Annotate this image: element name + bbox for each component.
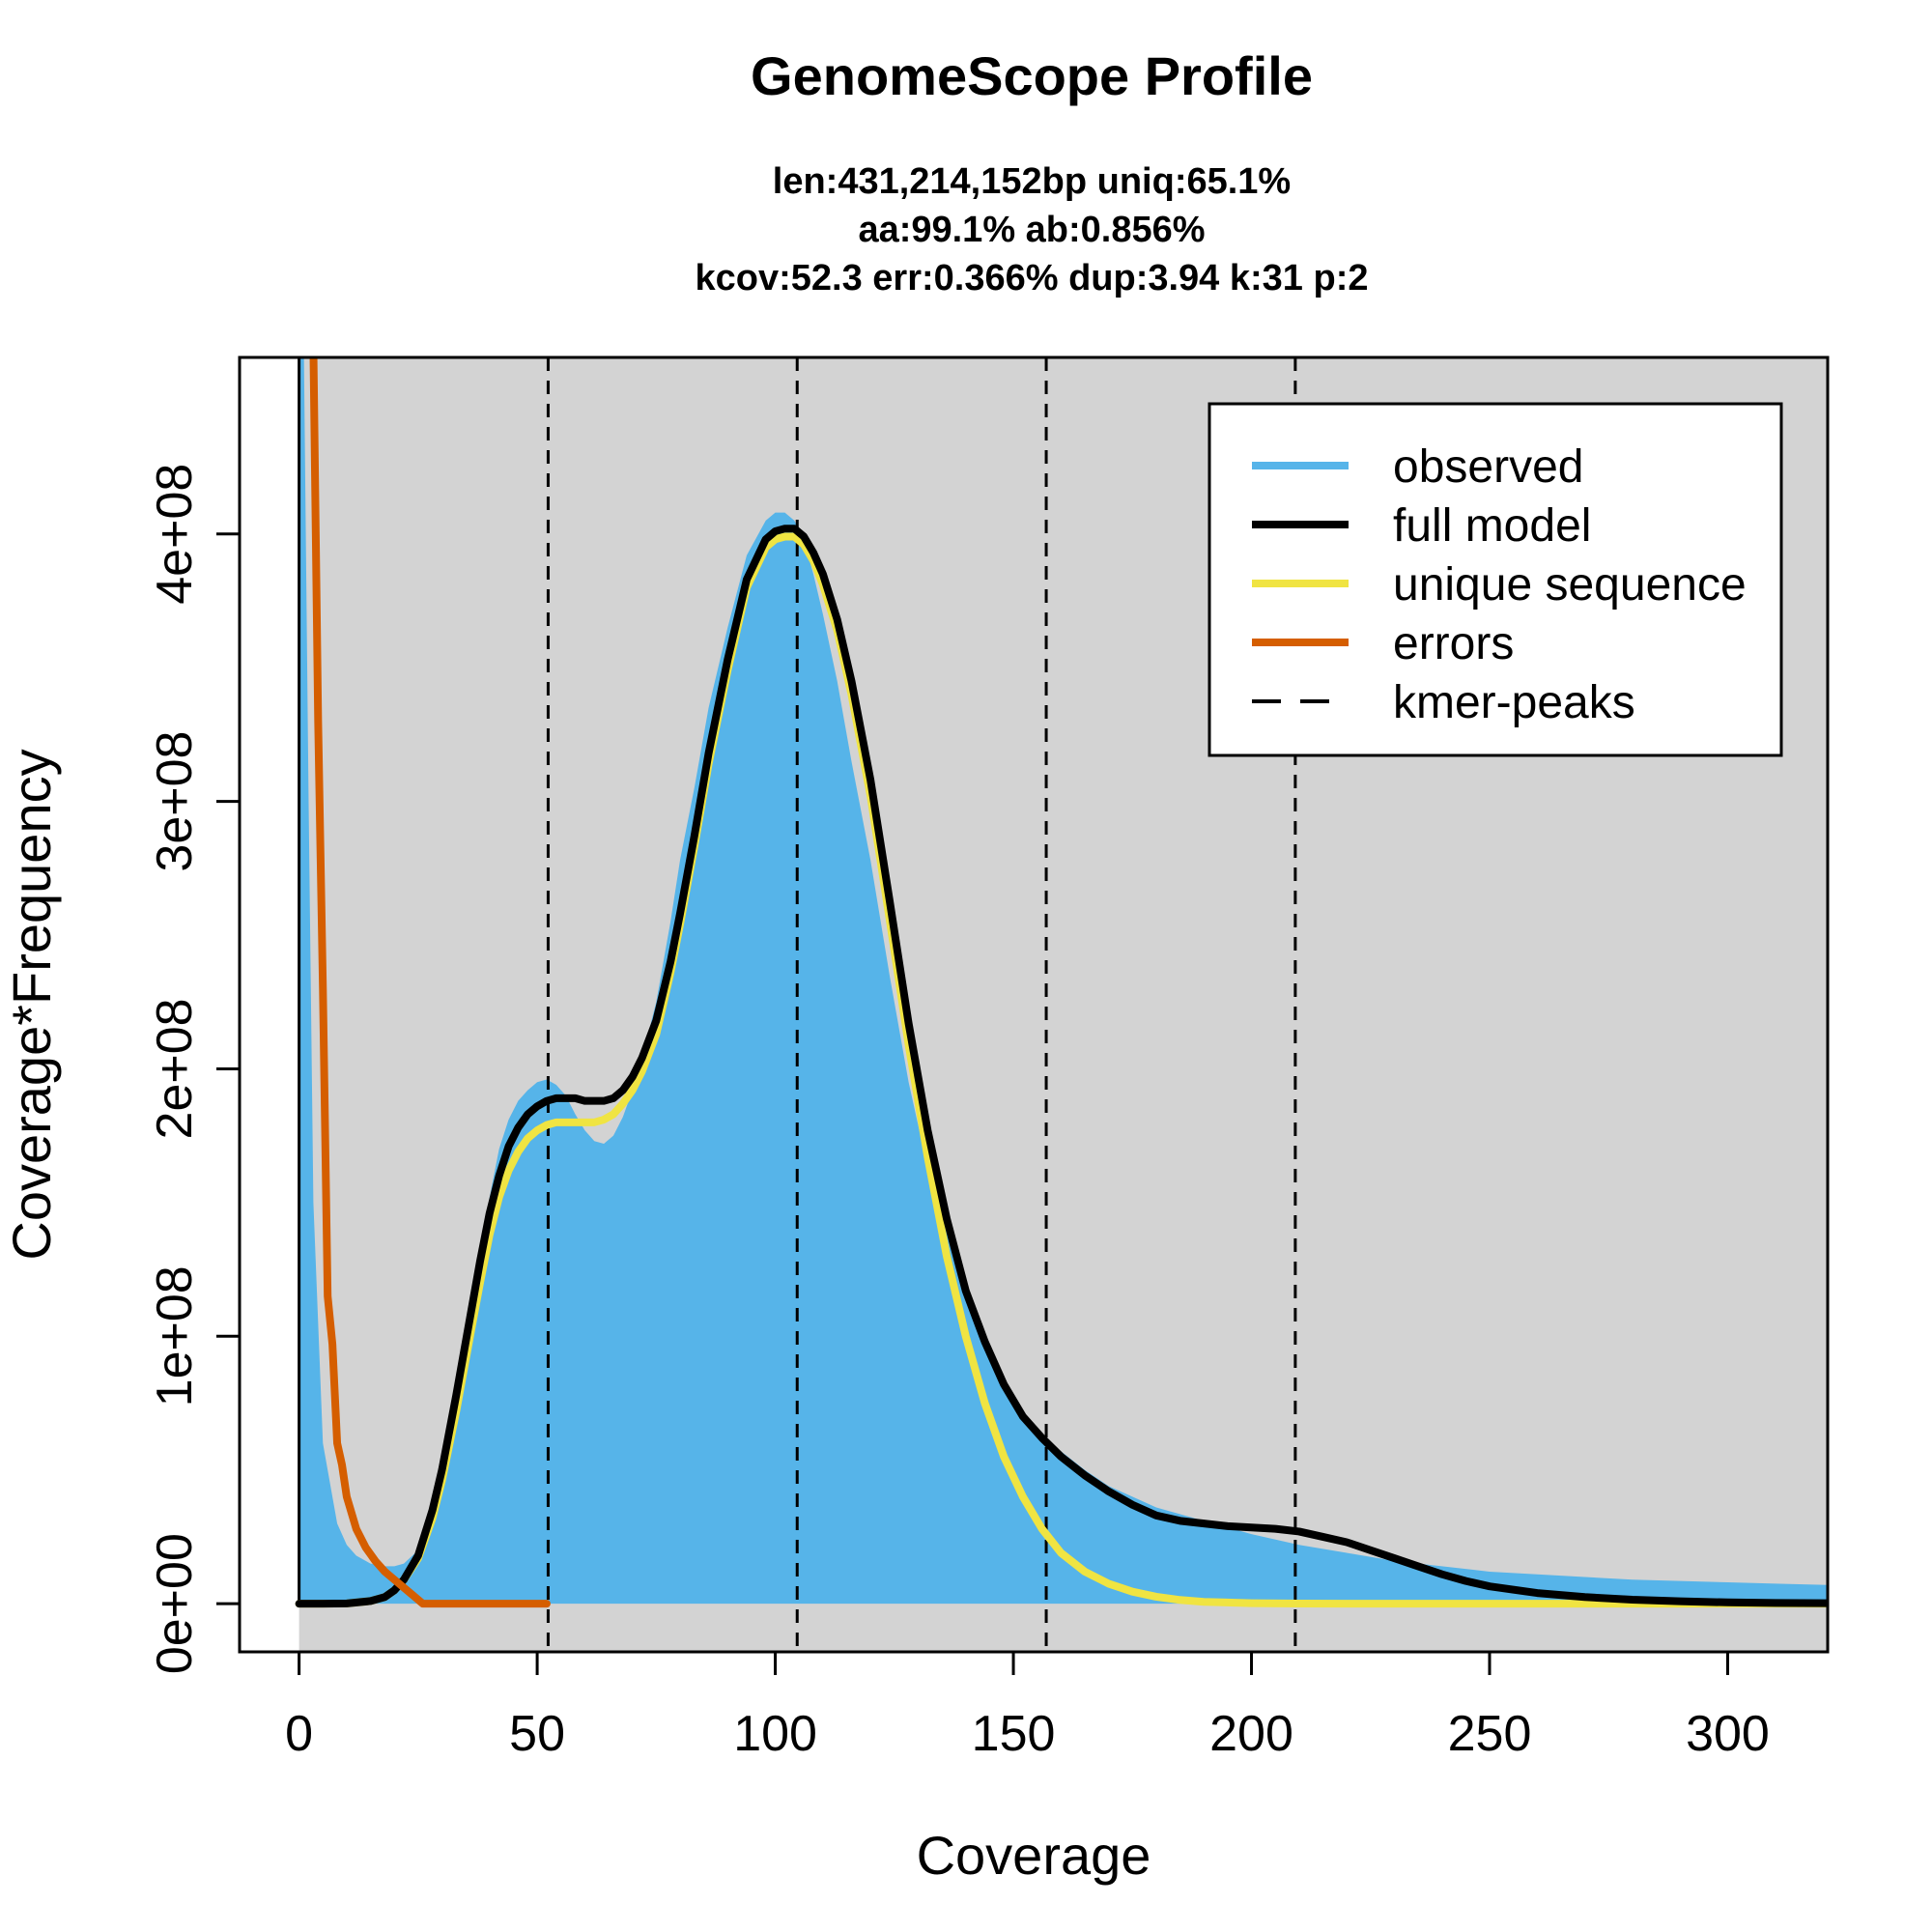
subtitle-line-2: aa:99.1% ab:0.856% — [858, 210, 1205, 250]
legend: observed full model unique sequence errors k… — [1208, 402, 1783, 757]
y-axis-title: Coverage*Frequency — [1, 749, 62, 1260]
legend-label: full model — [1393, 500, 1591, 552]
y-axis: 0e+00 1e+08 2e+08 3e+08 4e+08 — [147, 464, 242, 1674]
x-tick-label: 50 — [509, 1706, 565, 1762]
legend-label: kmer-peaks — [1393, 677, 1635, 728]
y-tick-label: 2e+08 — [147, 998, 203, 1139]
legend-label: errors — [1393, 618, 1514, 669]
x-tick-label: 0 — [285, 1706, 313, 1762]
y-tick-label: 1e+08 — [147, 1265, 203, 1406]
legend-label: observed — [1393, 441, 1583, 493]
y-tick-label: 0e+00 — [147, 1533, 203, 1674]
series-observed — [298, 357, 1828, 1605]
x-tick-label: 100 — [733, 1706, 817, 1762]
x-axis-title: Coverage — [917, 1825, 1151, 1886]
x-tick-label: 150 — [972, 1706, 1056, 1762]
y-tick-label: 3e+08 — [147, 731, 203, 872]
subtitle-line-3: kcov:52.3 err:0.366% dup:3.94 k:31 p:2 — [695, 258, 1368, 298]
x-tick-label: 200 — [1209, 1706, 1293, 1762]
legend-label: unique sequence — [1393, 559, 1747, 611]
chart-title: GenomeScope Profile — [751, 45, 1313, 106]
x-axis: 0 50 100 150 200 250 300 — [285, 1650, 1770, 1762]
x-tick-label: 300 — [1686, 1706, 1770, 1762]
x-tick-label: 250 — [1448, 1706, 1532, 1762]
series-full-model — [295, 525, 1828, 1608]
y-tick-label: 4e+08 — [147, 464, 203, 605]
subtitle-line-1: len:431,214,152bp uniq:65.1% — [773, 161, 1291, 202]
series-errors — [309, 357, 551, 1608]
